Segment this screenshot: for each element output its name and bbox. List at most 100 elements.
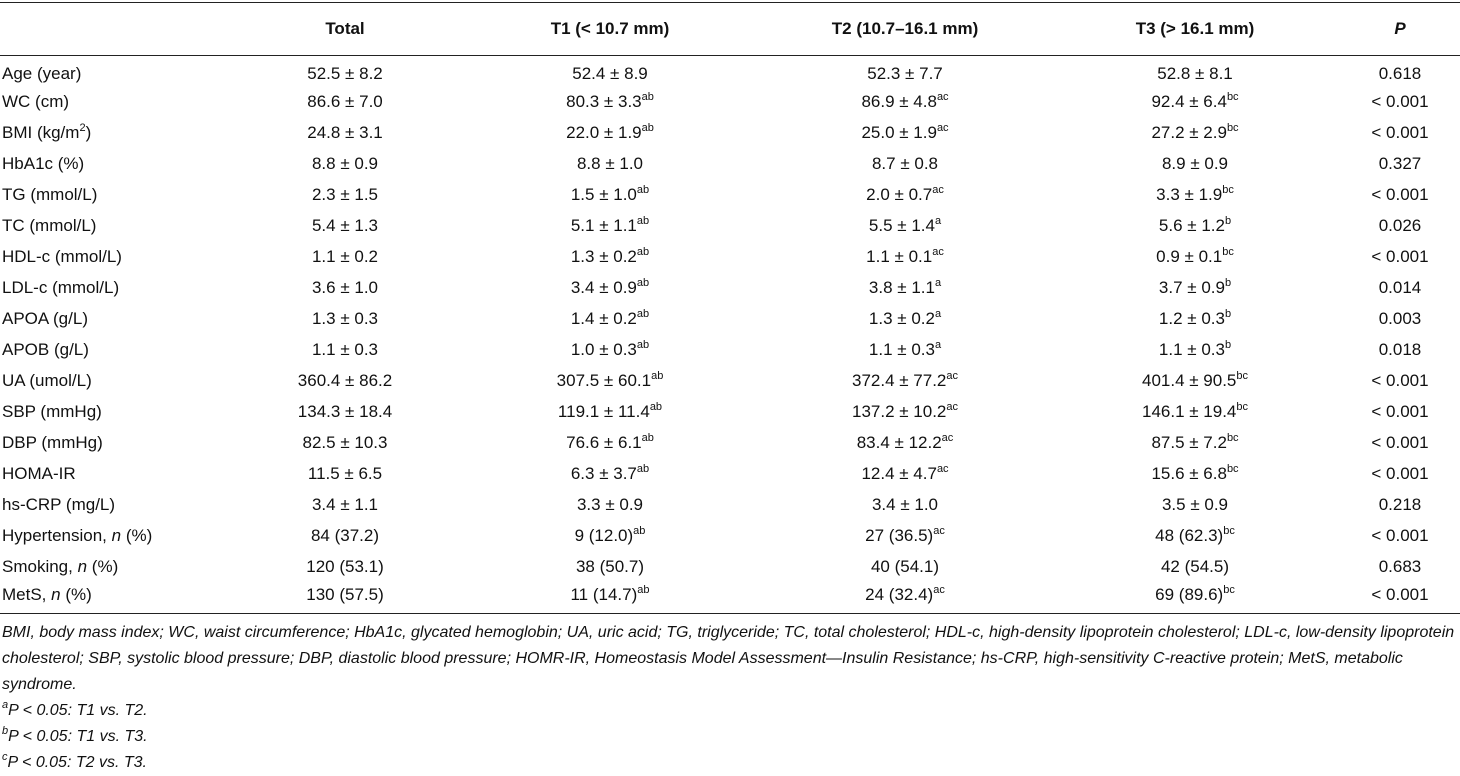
cell: 92.4 ± 6.4bc	[1050, 87, 1340, 118]
row-label: BMI (kg/m2)	[0, 118, 230, 149]
row-label: TG (mmol/L)	[0, 180, 230, 211]
text: 1.4 ± 0.2	[570, 309, 637, 328]
row-label: DBP (mmHg)	[0, 428, 230, 459]
cell: < 0.001	[1340, 521, 1460, 552]
cell: 0.018	[1340, 335, 1460, 366]
text: 119.1 ± 11.4	[557, 402, 650, 421]
superscript: ab	[636, 184, 650, 196]
cell: 5.1 ± 1.1ab	[460, 211, 760, 242]
text: TC (mmol/L)	[2, 216, 97, 235]
text: 12.4 ± 4.7	[861, 464, 937, 483]
footnote: aP < 0.05: T1 vs. T2.	[2, 698, 1456, 724]
text: 1.3 ± 0.2	[570, 247, 637, 266]
row-label: Smoking, n (%)	[0, 552, 230, 583]
text: 27 (36.5)	[865, 526, 934, 545]
text: SBP (mmHg)	[2, 402, 102, 421]
footnotes: BMI, body mass index; WC, waist circumfe…	[0, 620, 1460, 776]
cell: 1.3 ± 0.2a	[760, 304, 1050, 335]
cell: < 0.001	[1340, 397, 1460, 428]
cell: 1.1 ± 0.3a	[760, 335, 1050, 366]
table-row: hs-CRP (mg/L) 3.4 ± 1.1 3.3 ± 0.9 3.4 ± 1.0…	[0, 490, 1460, 521]
cell: 1.1 ± 0.2	[230, 242, 460, 273]
cell: 8.8 ± 0.9	[230, 149, 460, 180]
cell: 52.8 ± 8.1	[1050, 56, 1340, 87]
row-label: UA (umol/L)	[0, 366, 230, 397]
cell: 3.8 ± 1.1a	[760, 273, 1050, 304]
table-row: Smoking, n (%) 120 (53.1) 38 (50.7) 40 (54.…	[0, 552, 1460, 583]
text: 1.5 ± 1.0	[570, 185, 637, 204]
cell: 0.026	[1340, 211, 1460, 242]
superscript: bc	[1222, 246, 1234, 258]
superscript: bc	[1236, 401, 1249, 413]
cell: 5.5 ± 1.4a	[760, 211, 1050, 242]
cell: 5.6 ± 1.2b	[1050, 211, 1340, 242]
text: 5.1 ± 1.1	[570, 216, 637, 235]
text: 84 (37.2)	[310, 526, 380, 545]
column-header: T1 (< 10.7 mm)	[460, 3, 760, 56]
text: 0.218	[1378, 495, 1422, 514]
text: APOB (g/L)	[2, 340, 89, 359]
table-row: BMI (kg/m2) 24.8 ± 3.1 22.0 ± 1.9ab 25.0 ± …	[0, 118, 1460, 149]
text: < 0.001	[1371, 123, 1429, 142]
table-row: LDL-c (mmol/L) 3.6 ± 1.0 3.4 ± 0.9ab 3.8 ± …	[0, 273, 1460, 304]
cell: 0.9 ± 0.1bc	[1050, 242, 1340, 273]
cell: 27.2 ± 2.9bc	[1050, 118, 1340, 149]
text: APOA (g/L)	[2, 309, 88, 328]
text: T1 (< 10.7 mm)	[550, 19, 670, 38]
text: 307.5 ± 60.1	[556, 371, 652, 390]
text: HDL-c (mmol/L)	[2, 247, 122, 266]
cell: 0.618	[1340, 56, 1460, 87]
superscript: b	[1224, 215, 1232, 227]
superscript: bc	[1223, 583, 1235, 596]
superscript: ac	[933, 583, 945, 596]
table-row: MetS, n (%) 130 (57.5) 11 (14.7)ab 24 (32.4…	[0, 583, 1460, 614]
text: 360.4 ± 86.2	[297, 371, 393, 390]
text: 42 (54.5)	[1160, 557, 1230, 576]
text: 137.2 ± 10.2	[851, 402, 947, 421]
cell: 3.3 ± 0.9	[460, 490, 760, 521]
text: 27.2 ± 2.9	[1151, 123, 1227, 142]
cell: 52.5 ± 8.2	[230, 56, 460, 87]
cell: < 0.001	[1340, 366, 1460, 397]
text: < 0.001	[1371, 92, 1429, 111]
text: Age (year)	[2, 64, 82, 84]
cell: 3.7 ± 0.9b	[1050, 273, 1340, 304]
column-header: T2 (10.7–16.1 mm)	[760, 3, 1050, 56]
text: 87.5 ± 7.2	[1151, 433, 1227, 452]
table-row: APOB (g/L) 1.1 ± 0.3 1.0 ± 0.3ab 1.1 ± 0.3a…	[0, 335, 1460, 366]
text: Hypertension,	[2, 526, 112, 545]
superscript: a	[934, 277, 942, 289]
text: 52.3 ± 7.7	[867, 64, 943, 84]
cell: 3.4 ± 1.0	[760, 490, 1050, 521]
column-header	[0, 3, 230, 56]
text: 8.8 ± 0.9	[311, 154, 379, 173]
table-row: TG (mmol/L) 2.3 ± 1.5 1.5 ± 1.0ab 2.0 ± 0.7…	[0, 180, 1460, 211]
cell: 3.4 ± 1.1	[230, 490, 460, 521]
text: 40 (54.1)	[870, 557, 940, 576]
cell: 307.5 ± 60.1ab	[460, 366, 760, 397]
superscript: ab	[636, 463, 650, 475]
cell: 3.6 ± 1.0	[230, 273, 460, 304]
cell: 0.218	[1340, 490, 1460, 521]
text: TG (mmol/L)	[2, 185, 98, 204]
cell: 38 (50.7)	[460, 552, 760, 583]
row-label: APOA (g/L)	[0, 304, 230, 335]
cell: 15.6 ± 6.8bc	[1050, 459, 1340, 490]
text: 8.7 ± 0.8	[871, 154, 939, 173]
text: 86.6 ± 7.0	[307, 92, 383, 111]
text: HbA1c (%)	[2, 154, 85, 173]
superscript: bc	[1226, 432, 1239, 444]
cell: 40 (54.1)	[760, 552, 1050, 583]
text: 82.5 ± 10.3	[302, 433, 388, 452]
cell: < 0.001	[1340, 118, 1460, 149]
text: 3.5 ± 0.9	[1161, 495, 1229, 514]
cell: 69 (89.6)bc	[1050, 583, 1340, 614]
footnote: bP < 0.05: T1 vs. T3.	[2, 724, 1456, 750]
text: P < 0.05: T1 vs. T3.	[8, 728, 148, 745]
superscript: b	[1224, 339, 1232, 351]
text: 1.1 ± 0.1	[866, 247, 933, 266]
text: 3.3 ± 1.9	[1156, 185, 1223, 204]
cell: 134.3 ± 18.4	[230, 397, 460, 428]
row-label: APOB (g/L)	[0, 335, 230, 366]
superscript: bc	[1236, 370, 1249, 382]
